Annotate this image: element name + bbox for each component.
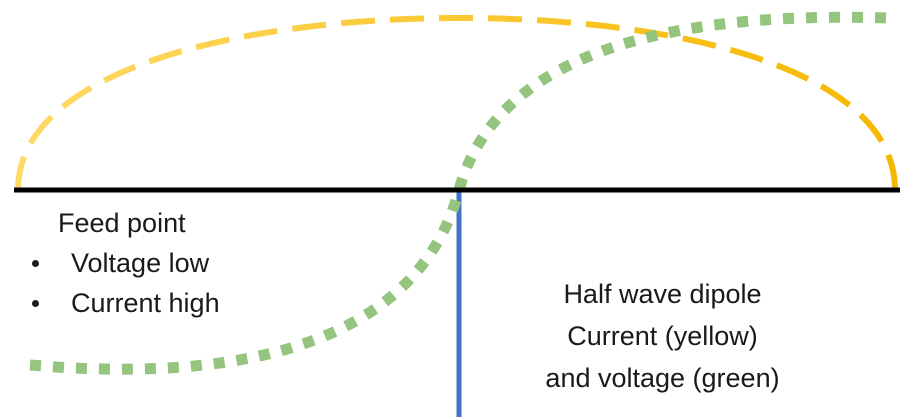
dipole-caption: Half wave dipole Current (yellow) and vo…: [500, 273, 825, 399]
bullet-text: Voltage low: [71, 248, 210, 278]
caption-line-2: Current (yellow): [567, 321, 758, 351]
bullet-text: Current high: [71, 288, 220, 318]
bullet-icon: [32, 259, 39, 267]
caption-line-3: and voltage (green): [545, 363, 780, 393]
current-distribution-curve: [15, 14, 898, 191]
feed-point-label: Feed point Voltage low Current high: [26, 203, 220, 323]
bullet-icon: [32, 299, 39, 307]
caption-line-1: Half wave dipole: [563, 279, 762, 309]
bullet-voltage-low: Voltage low: [26, 243, 220, 283]
feed-point-title: Feed point: [58, 208, 186, 238]
bullet-current-high: Current high: [26, 283, 220, 323]
